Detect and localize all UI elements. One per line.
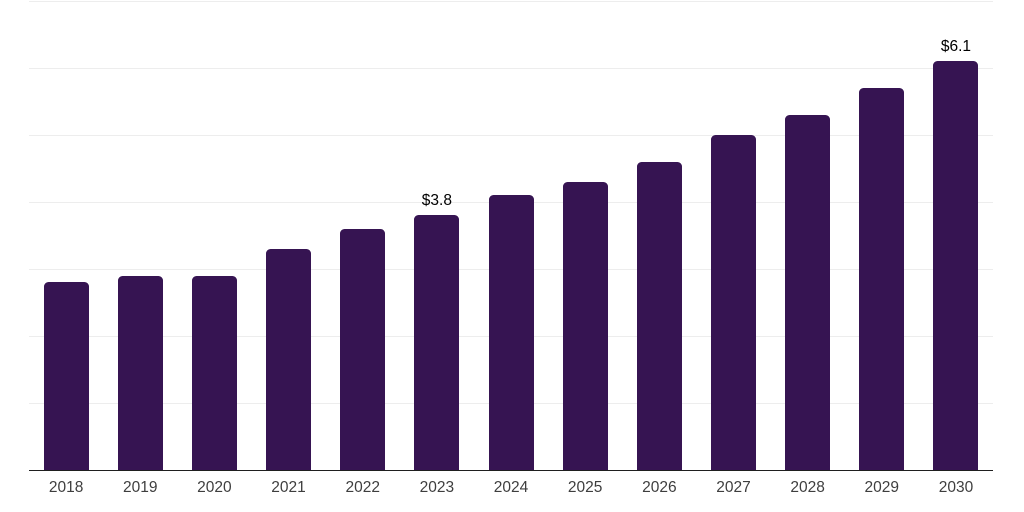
bar-2021	[266, 248, 312, 470]
bar-slot-2030: $6.1	[919, 1, 993, 470]
plot-area: $3.8 $6.1	[29, 1, 993, 471]
bar-slot-2028	[771, 1, 845, 470]
bar-slot-2027	[696, 1, 770, 470]
bar-2020	[191, 275, 237, 470]
x-tick-label-2023: 2023	[419, 479, 455, 496]
x-tick-label-2029: 2029	[864, 479, 900, 496]
x-axis-line	[29, 469, 993, 471]
bar-2026	[636, 161, 682, 470]
bar-2025	[562, 181, 608, 470]
bar-slot-2018	[29, 1, 103, 470]
bar-2019	[117, 275, 163, 470]
x-tick-label-2030: 2030	[938, 479, 974, 496]
bar-slot-2019	[103, 1, 177, 470]
x-tick-label-2019: 2019	[122, 479, 158, 496]
bar-2022	[340, 228, 386, 470]
bar-2030	[933, 61, 979, 470]
gridline	[29, 68, 993, 69]
x-tick-label-2028: 2028	[790, 479, 825, 496]
x-tick-label-2025: 2025	[567, 479, 603, 496]
bar-slot-2021	[251, 1, 325, 470]
bar-slot-2025	[548, 1, 622, 470]
bar-2018	[43, 282, 89, 470]
x-tick-label-2018: 2018	[48, 479, 84, 496]
bar-slot-2024	[474, 1, 548, 470]
bar-2027	[710, 135, 756, 470]
bar-2024	[488, 195, 534, 470]
bar-2028	[785, 114, 831, 470]
gridline	[29, 135, 993, 136]
x-tick-label-2020: 2020	[197, 479, 232, 496]
x-tick-label-2022: 2022	[345, 479, 380, 496]
bar-slot-2026	[622, 1, 696, 470]
bar-value-label-2023: $3.8	[421, 192, 452, 210]
x-axis-tick-labels: 2018 2019 2020 2021 2022 2023 2024 2025 2026 2027…	[29, 479, 993, 498]
gridline	[29, 1, 993, 2]
bars-container: $3.8 $6.1	[29, 1, 993, 470]
bar-slot-2023: $3.8	[400, 1, 474, 470]
bar-value-label-2030: $6.1	[940, 38, 972, 56]
x-tick-label-2021: 2021	[271, 479, 306, 496]
x-tick-label-2027: 2027	[716, 479, 751, 496]
x-tick-label-2026: 2026	[642, 479, 677, 496]
bar-2023	[414, 215, 460, 470]
bar-slot-2022	[326, 1, 400, 470]
bar-slot-2029	[845, 1, 919, 470]
bar-slot-2020	[177, 1, 251, 470]
bar-2029	[859, 88, 905, 470]
x-tick-label-2024: 2024	[493, 479, 529, 496]
